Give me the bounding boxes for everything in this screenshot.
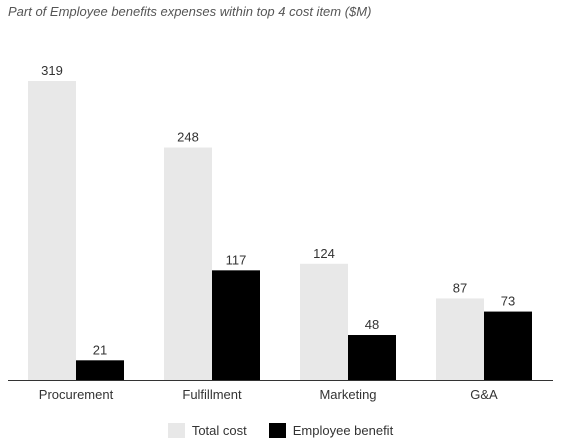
bar-fulfillment-employee-benefit (212, 270, 260, 380)
bar-fulfillment-total-cost (164, 147, 212, 380)
data-label-marketing-total-cost: 124 (313, 246, 335, 261)
data-label-ganda-total-cost: 87 (453, 280, 467, 295)
x-tick-label-ganda: G&A (470, 387, 498, 402)
legend-label-employee-benefit: Employee benefit (292, 423, 394, 438)
legend-label-total-cost: Total cost (191, 423, 247, 438)
legend-item-employee-benefit: Employee benefit (268, 423, 394, 438)
x-tick-label-marketing: Marketing (319, 387, 376, 402)
x-tick-label-fulfillment: Fulfillment (182, 387, 242, 402)
data-label-marketing-employee-benefit: 48 (365, 317, 379, 332)
bar-marketing-total-cost (300, 263, 348, 380)
chart-legend: Total cost Employee benefit (0, 423, 561, 438)
bar-ganda-employee-benefit (484, 311, 532, 380)
bar-ganda-total-cost (436, 298, 484, 380)
data-label-procurement-employee-benefit: 21 (93, 342, 107, 357)
bar-procurement-total-cost (28, 81, 76, 380)
bar-marketing-employee-benefit (348, 335, 396, 380)
x-tick-label-procurement: Procurement (39, 387, 114, 402)
legend-swatch-total-cost (167, 423, 185, 438)
bar-procurement-employee-benefit (76, 360, 124, 380)
legend-item-total-cost: Total cost (167, 423, 247, 438)
data-label-fulfillment-total-cost: 248 (177, 130, 199, 145)
data-label-procurement-total-cost: 319 (41, 63, 63, 78)
chart-title: Part of Employee benefits expenses withi… (8, 4, 372, 19)
data-label-ganda-employee-benefit: 73 (501, 294, 515, 309)
bar-chart: 319 21 Procurement 248 117 Fulfillment 124 48 Ma… (8, 63, 553, 402)
data-label-fulfillment-employee-benefit: 117 (226, 252, 247, 267)
legend-swatch-employee-benefit (268, 423, 286, 438)
